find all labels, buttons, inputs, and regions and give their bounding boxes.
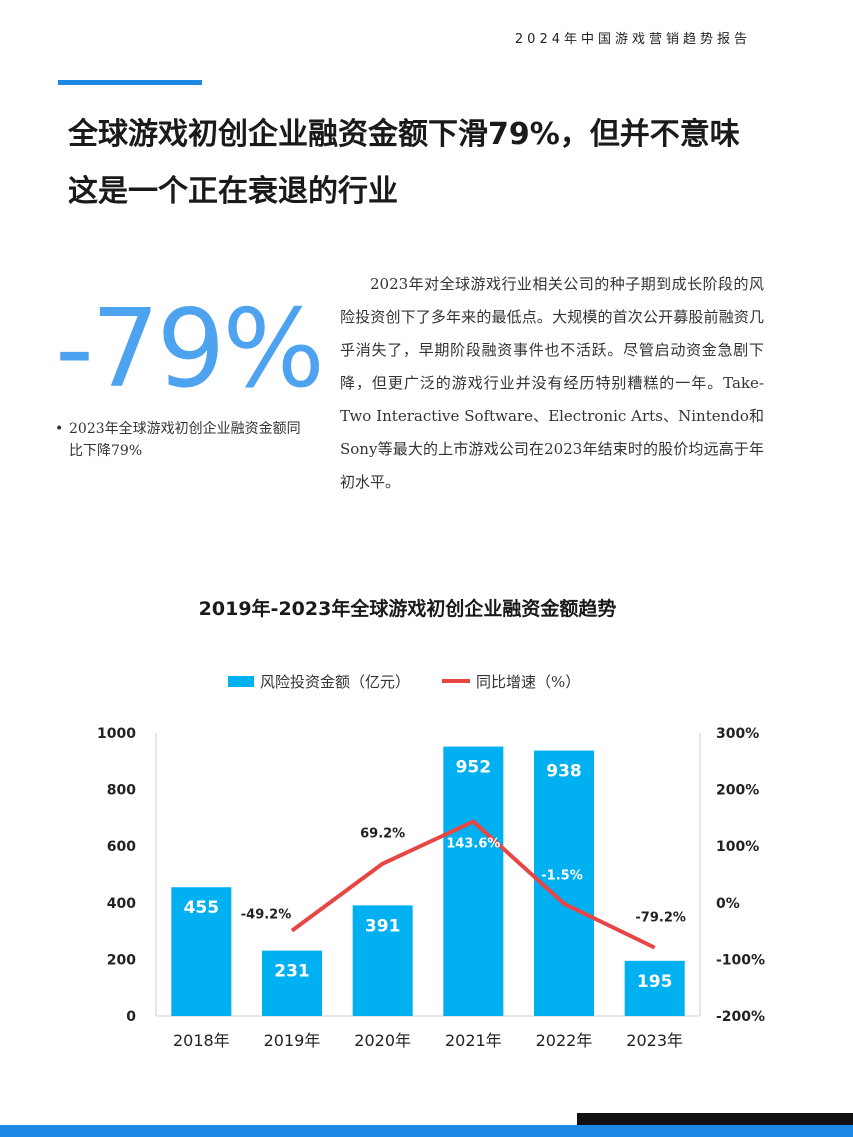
line-data-label: 69.2% xyxy=(360,827,405,842)
line-data-label: -1.5% xyxy=(541,869,582,884)
x-tick-label: 2019年 xyxy=(264,1031,321,1050)
y-right-tick-label: -200% xyxy=(716,1009,765,1025)
report-title: 2024年中国游戏营销趋势报告 xyxy=(514,32,751,47)
accent-bar xyxy=(58,80,202,85)
y-left-tick-label: 400 xyxy=(107,896,136,912)
legend-item-bar: 风险投资金额（亿元） xyxy=(228,671,410,692)
y-left-tick-label: 600 xyxy=(107,839,136,855)
bar-data-label: 952 xyxy=(456,758,492,778)
legend-bar-swatch xyxy=(228,675,254,687)
bar-data-label: 231 xyxy=(274,962,310,982)
bar xyxy=(171,887,232,1016)
y-left-tick-label: 200 xyxy=(107,952,136,968)
x-tick-label: 2022年 xyxy=(536,1031,593,1050)
footer-blue-bar xyxy=(0,1125,853,1137)
y-right-tick-label: -100% xyxy=(716,952,765,968)
chart-title: 2019年-2023年全球游戏初创企业融资金额趋势 xyxy=(198,598,617,620)
y-right-tick-label: 200% xyxy=(716,783,759,799)
headline-line-1: 全球游戏初创企业融资金额下滑79%，但并不意味 xyxy=(68,117,740,152)
big-stat-value: -79% xyxy=(55,287,325,412)
bar-data-label: 195 xyxy=(637,972,673,992)
bar xyxy=(262,950,322,1016)
y-left-tick-label: 1000 xyxy=(97,726,136,742)
bar xyxy=(352,905,413,1016)
bullet-marker: • xyxy=(55,421,64,437)
y-right-tick-label: 300% xyxy=(716,726,759,742)
legend-line-swatch xyxy=(442,679,471,683)
bar xyxy=(443,746,504,1016)
growth-line xyxy=(290,819,656,950)
body-paragraph: 2023年对全球游戏行业相关公司的种子期到成长阶段的风险投资创下了多年来的最低点… xyxy=(340,275,764,491)
bar xyxy=(624,960,685,1016)
line-data-label: -79.2% xyxy=(635,911,686,926)
y-left-tick-label: 0 xyxy=(126,1009,136,1025)
bar-data-label: 455 xyxy=(184,898,220,918)
x-tick-label: 2018年 xyxy=(173,1031,230,1050)
legend-item-line: 同比增速（%） xyxy=(442,671,580,692)
y-left-tick-label: 800 xyxy=(107,783,136,799)
legend-bar-label: 风险投资金额（亿元） xyxy=(260,672,411,691)
x-tick-label: 2023年 xyxy=(626,1031,683,1050)
y-right-tick-label: 100% xyxy=(716,839,759,855)
bar-data-label: 391 xyxy=(365,916,401,936)
chart-legend: 风险投资金额（亿元） 同比增速（%） xyxy=(228,669,580,693)
legend-line-label: 同比增速（%） xyxy=(476,672,581,691)
combo-chart: 0 200 400 600 800 1000 -200% -100% 0% 100% 200% 300… xyxy=(97,726,765,1050)
page-headline: 全球游戏初创企业融资金额下滑79%，但并不意味 这是一个正在衰退的行业 xyxy=(68,106,808,220)
stat-note-text: 2023年全球游戏初创企业融资金额同比下降79% xyxy=(69,421,301,459)
x-tick-label: 2020年 xyxy=(354,1031,411,1050)
line-data-label: 143.6% xyxy=(446,837,500,852)
headline-line-2: 这是一个正在衰退的行业 xyxy=(68,174,398,209)
stat-note: • 2023年全球游戏初创企业融资金额同比下降79% xyxy=(55,418,305,462)
bar-data-label: 938 xyxy=(546,762,582,782)
x-tick-label: 2021年 xyxy=(445,1031,502,1050)
footer-black-bar xyxy=(577,1113,853,1125)
line-data-label: -49.2% xyxy=(241,908,292,923)
y-right-tick-label: 0% xyxy=(716,896,740,912)
